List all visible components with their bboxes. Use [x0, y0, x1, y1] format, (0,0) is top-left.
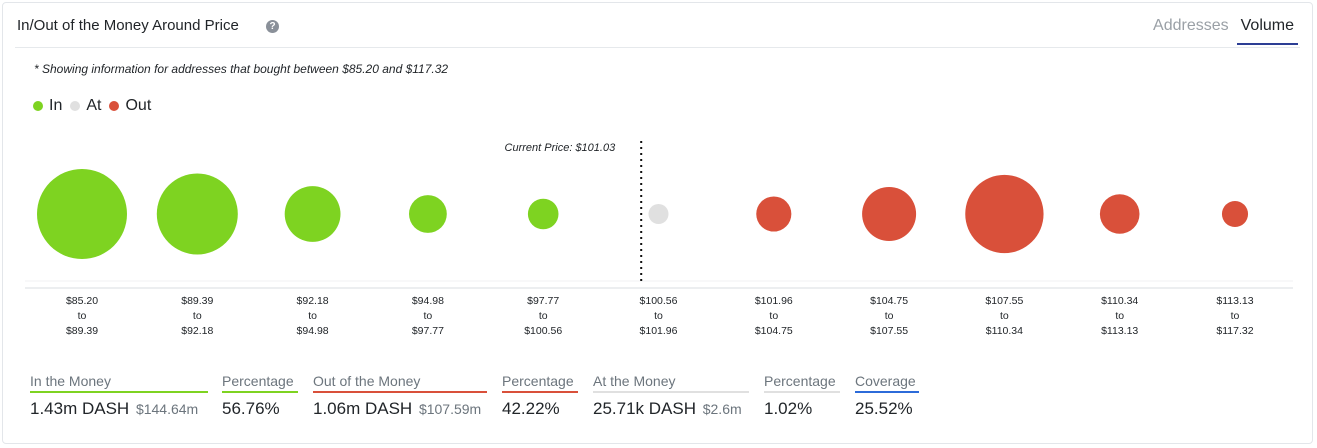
tick-label-to-word: to	[308, 310, 317, 322]
bubble-out-9	[1099, 194, 1140, 234]
stat-label-at: At the Money	[593, 373, 749, 393]
tick-label-from: $94.98	[412, 295, 444, 307]
bubble-in-3	[409, 195, 447, 233]
legend-dot-in	[33, 101, 43, 111]
stat-value-out-main: 1.06m DASH	[313, 399, 413, 418]
bubble-in-1	[156, 173, 238, 255]
stat-value-coverage: 25.52%	[855, 399, 913, 418]
tick-label-from: $113.13	[1216, 295, 1253, 307]
bubble-out-6	[756, 196, 792, 232]
tick-label-to-word: to	[193, 310, 202, 322]
tick-label-to-word: to	[1000, 310, 1009, 322]
stat-value-out-pct: 42.22%	[502, 399, 560, 418]
tick-label-to: $104.75	[755, 325, 793, 337]
stat-label-in-pct: Percentage	[222, 373, 298, 393]
tick-label-to: $92.18	[181, 325, 213, 337]
tick-label-from: $104.75	[870, 295, 908, 307]
stat-in-the-money: In the Money 1.43m DASH $144.64m	[30, 373, 208, 419]
stat-label-coverage: Coverage	[855, 373, 919, 393]
tick-label-to: $100.56	[524, 325, 562, 337]
tick-label-to: $94.98	[297, 325, 329, 337]
stat-value-out: 1.06m DASH $107.59m	[313, 399, 487, 419]
tick-label-to-word: to	[1231, 310, 1240, 322]
tick-label-from: $107.55	[985, 295, 1023, 307]
bubble-out-7	[862, 187, 917, 241]
tick-label-from: $100.56	[640, 295, 678, 307]
stat-value-in-usd: $144.64m	[135, 401, 199, 417]
tick-label-to-word: to	[654, 310, 663, 322]
tick-label-to: $97.77	[412, 325, 444, 337]
question-circle-icon[interactable]: ?	[266, 20, 279, 33]
tick-label-to: $113.13	[1101, 325, 1138, 337]
stat-value-out-usd: $107.59m	[418, 401, 482, 417]
tick-label-to: $107.55	[870, 325, 908, 337]
stat-value-in: 1.43m DASH $144.64m	[30, 399, 208, 419]
tick-label-from: $89.39	[181, 295, 213, 307]
stat-label-out-pct: Percentage	[502, 373, 578, 393]
legend-label-in: In	[49, 97, 63, 114]
stat-at-the-money: At the Money 25.71k DASH $2.6m	[593, 373, 749, 419]
tick-label-to-word: to	[424, 310, 433, 322]
tab-volume[interactable]: Volume	[1236, 17, 1298, 45]
legend-dot-at	[70, 101, 81, 111]
tick-label-to: $101.96	[640, 325, 678, 337]
legend-item-at[interactable]: At	[70, 97, 101, 115]
stat-out-of-the-money: Out of the Money 1.06m DASH $107.59m	[313, 373, 487, 419]
tick-label-from: $92.18	[297, 295, 329, 307]
tick-label-to-word: to	[885, 310, 894, 322]
stat-label-out: Out of the Money	[313, 373, 487, 393]
bubble-out-10	[1221, 200, 1249, 228]
current-price-label: Current Price: $101.03	[505, 142, 617, 154]
stat-value-in-main: 1.43m DASH	[30, 399, 130, 418]
info-note: * Showing information for addresses that…	[34, 62, 449, 76]
page-title: In/Out of the Money Around Price	[17, 17, 239, 34]
tab-addresses[interactable]: Addresses	[1153, 17, 1229, 34]
tick-label-from: $110.34	[1101, 295, 1138, 307]
stat-out-percentage: Percentage 42.22%	[502, 373, 578, 419]
legend-item-out[interactable]: Out	[109, 97, 151, 115]
bubble-in-2	[284, 186, 341, 242]
stat-coverage: Coverage 25.52%	[855, 373, 919, 419]
header-divider	[15, 47, 1300, 48]
stat-label-at-pct: Percentage	[764, 373, 840, 393]
legend-dot-out	[109, 101, 120, 111]
tick-label-to: $110.34	[986, 325, 1023, 337]
legend-label-at: At	[86, 97, 102, 114]
legend-item-in[interactable]: In	[33, 97, 62, 115]
bubble-in-0	[37, 169, 127, 259]
stat-value-in-pct: 56.76%	[222, 399, 280, 418]
stat-value-at-main: 25.71k DASH	[593, 399, 696, 418]
stat-label-in: In the Money	[30, 373, 208, 393]
tick-label-to-word: to	[78, 310, 87, 322]
stat-value-at: 25.71k DASH $2.6m	[593, 399, 749, 419]
stat-in-percentage: Percentage 56.76%	[222, 373, 298, 419]
tick-label-to-word: to	[769, 310, 778, 322]
stat-at-percentage: Percentage 1.02%	[764, 373, 840, 419]
tab-bar: Addresses Volume	[1145, 17, 1298, 45]
bubble-in-4	[527, 198, 559, 230]
legend-label-out: Out	[125, 97, 152, 114]
tick-label-from: $85.20	[66, 295, 98, 307]
tick-label-to-word: to	[539, 310, 548, 322]
stat-value-at-usd: $2.6m	[702, 401, 742, 417]
tick-label-to: $117.32	[1216, 325, 1253, 337]
tick-label-from: $97.77	[527, 295, 559, 307]
bubble-out-8	[965, 174, 1044, 254]
tick-label-to-word: to	[1115, 310, 1124, 322]
stat-value-at-pct: 1.02%	[764, 399, 813, 418]
bubble-at-5	[648, 204, 669, 224]
tick-label-to: $89.39	[66, 325, 98, 337]
legend: In At Out	[33, 97, 159, 115]
tick-label-from: $101.96	[755, 295, 793, 307]
